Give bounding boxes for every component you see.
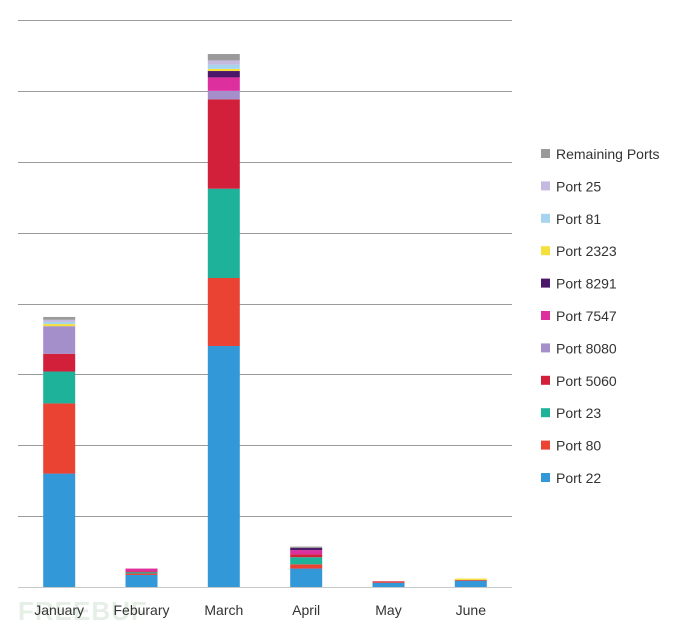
- legend-label: Port 80: [556, 438, 601, 454]
- legend-item: Port 22: [541, 470, 601, 486]
- bar-segment-port-2323: [43, 324, 76, 327]
- bar-segment-port-23: [43, 371, 76, 404]
- bar-segment-port-22: [207, 346, 240, 587]
- legend-label: Port 22: [556, 470, 601, 486]
- bar-segment-port-8080: [43, 326, 76, 354]
- bar-segment-port-5060: [372, 581, 405, 583]
- legend-item: Port 80: [541, 438, 601, 454]
- bar-segment-port-7547: [207, 77, 240, 91]
- bar-segment-port-2323: [454, 578, 487, 580]
- legend-label: Port 7547: [556, 308, 617, 324]
- bar-segment-port-7547: [125, 568, 158, 572]
- legend-item: Port 23: [541, 405, 601, 421]
- legend-swatch: [541, 181, 550, 191]
- bar-segment-remaining-ports: [207, 54, 240, 61]
- bar-segment-port-22: [290, 568, 323, 587]
- bar-segment-port-80: [290, 564, 323, 569]
- legend-label: Port 2323: [556, 243, 617, 259]
- bar-segment-port-22: [43, 473, 76, 587]
- bar-segment-port-8080: [207, 90, 240, 100]
- bar-segment-port-5060: [207, 99, 240, 189]
- bar-segment-port-25: [43, 319, 76, 322]
- legend-swatch: [541, 246, 550, 256]
- legend-item: Port 5060: [541, 373, 617, 389]
- bar-segment-port-81: [207, 64, 240, 69]
- bar-segment-port-8291: [207, 71, 240, 78]
- legend-swatch: [541, 213, 550, 223]
- legend-item: Port 81: [541, 211, 601, 227]
- bar-segment-port-22: [454, 580, 487, 587]
- legend-swatch: [541, 473, 550, 482]
- gridlines: [18, 20, 512, 588]
- legend-item: Port 25: [541, 178, 601, 194]
- bar-stack-april: [290, 546, 323, 587]
- legend-swatch: [541, 311, 550, 320]
- legend-swatch: [541, 440, 550, 450]
- bar-segment-port-23: [125, 572, 158, 574]
- legend-item: Port 2323: [541, 243, 617, 259]
- x-tick-label: April: [292, 602, 320, 618]
- legend: Remaining Ports Port 25 Port 81 Port 2323 Po…: [541, 146, 660, 486]
- legend-label: Port 8080: [556, 340, 617, 356]
- x-tick-label: March: [204, 602, 243, 618]
- legend-swatch: [541, 278, 550, 288]
- bar-segment-port-80: [43, 403, 76, 474]
- x-tick-label: June: [456, 602, 487, 618]
- legend-swatch: [541, 149, 550, 158]
- bar-segment-port-5060: [290, 554, 323, 558]
- legend-swatch: [541, 375, 550, 385]
- legend-swatch: [541, 343, 550, 353]
- legend-label: Port 23: [556, 405, 601, 421]
- bar-segment-port-5060: [125, 571, 158, 573]
- bar-segment-port-22: [372, 582, 405, 587]
- bar-stacks: [43, 54, 487, 587]
- x-tick-label: May: [375, 602, 401, 618]
- bar-segment-remaining-ports: [290, 546, 323, 549]
- bar-segment-port-7547: [290, 550, 323, 555]
- legend-label: Port 25: [556, 178, 601, 194]
- legend-label: Port 5060: [556, 373, 617, 389]
- bar-segment-port-25: [207, 60, 240, 65]
- bar-segment-port-8291: [290, 548, 323, 551]
- legend-label: Port 8291: [556, 276, 617, 292]
- bar-segment-port-23: [207, 188, 240, 278]
- legend-item: Remaining Ports: [541, 146, 660, 162]
- bar-stack-june: [454, 578, 487, 587]
- watermark: FREEBUF: [18, 596, 148, 626]
- bar-stack-march: [207, 54, 240, 587]
- bar-segment-port-80: [207, 277, 240, 347]
- bar-segment-port-80: [372, 582, 405, 583]
- legend-label: Remaining Ports: [556, 146, 660, 162]
- x-tick-label: Feburary: [113, 602, 169, 618]
- bar-segment-port-5060: [43, 353, 76, 372]
- bar-segment-port-81: [43, 321, 76, 325]
- legend-item: Port 8080: [541, 340, 617, 356]
- x-tick-label: January: [34, 602, 84, 618]
- legend-item: Port 7547: [541, 308, 617, 324]
- legend-label: Port 81: [556, 211, 601, 227]
- bar-stack-january: [43, 316, 76, 587]
- legend-swatch: [541, 408, 550, 418]
- bar-segment-port-22: [125, 574, 158, 587]
- bar-segment-port-80: [454, 579, 487, 581]
- legend-item: Port 8291: [541, 276, 617, 292]
- bar-segment-port-80: [125, 573, 158, 575]
- bar-segment-port-23: [290, 557, 323, 565]
- bar-segment-port-2323: [207, 68, 240, 72]
- bar-stack-may: [372, 581, 405, 587]
- x-axis-labels: January Feburary March April May June: [34, 602, 486, 618]
- bar-segment-remaining-ports: [43, 316, 76, 320]
- bar-stack-feburary: [125, 568, 158, 587]
